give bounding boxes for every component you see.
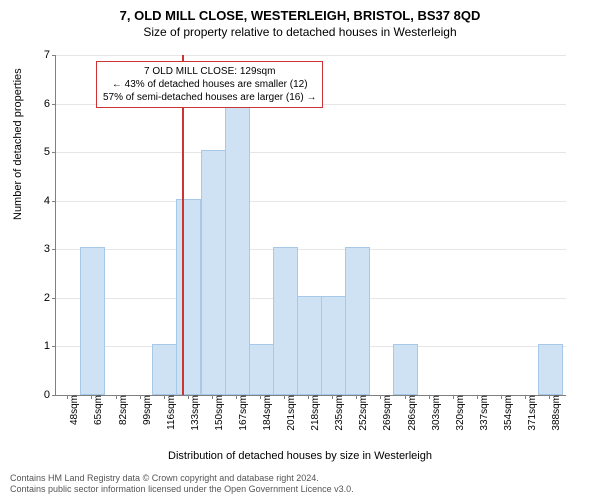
ytick-label: 0 — [44, 389, 56, 401]
xtick-label: 337sqm — [477, 395, 490, 431]
histogram-bar — [273, 247, 298, 395]
histogram-bar — [80, 247, 105, 395]
histogram-bar — [249, 344, 274, 395]
xtick-label: 201sqm — [284, 395, 297, 431]
gridline — [56, 152, 566, 153]
xtick-label: 303sqm — [429, 395, 442, 431]
xtick-label: 184sqm — [260, 395, 273, 431]
xtick-label: 218sqm — [308, 395, 321, 431]
info-box-line: ← 43% of detached houses are smaller (12… — [103, 78, 316, 91]
xtick-label: 99sqm — [140, 395, 153, 425]
footer-line1: Contains HM Land Registry data © Crown c… — [10, 473, 354, 485]
chart-plot-area: 0123456748sqm65sqm82sqm99sqm116sqm133sqm… — [55, 55, 566, 396]
xtick-label: 65sqm — [91, 395, 104, 425]
xtick-label: 320sqm — [453, 395, 466, 431]
info-box-line: 7 OLD MILL CLOSE: 129sqm — [103, 65, 316, 78]
histogram-bar — [297, 296, 322, 395]
histogram-bar — [345, 247, 370, 395]
xtick-label: 252sqm — [356, 395, 369, 431]
ytick-label: 5 — [44, 146, 56, 158]
xtick-label: 116sqm — [164, 395, 177, 430]
footer-line2: Contains public sector information licen… — [10, 484, 354, 496]
xtick-label: 354sqm — [501, 395, 514, 431]
xtick-label: 269sqm — [380, 395, 393, 431]
ytick-label: 3 — [44, 243, 56, 255]
xtick-label: 371sqm — [525, 395, 538, 431]
histogram-bar — [393, 344, 418, 395]
xtick-label: 286sqm — [405, 395, 418, 431]
histogram-bar — [538, 344, 563, 395]
histogram-bar — [321, 296, 346, 395]
histogram-bar — [176, 199, 201, 395]
ytick-label: 7 — [44, 49, 56, 61]
histogram-bar — [225, 102, 250, 395]
gridline — [56, 201, 566, 202]
reference-info-box: 7 OLD MILL CLOSE: 129sqm← 43% of detache… — [96, 61, 323, 108]
ytick-label: 6 — [44, 98, 56, 110]
info-box-line: 57% of semi-detached houses are larger (… — [103, 91, 316, 104]
xtick-label: 133sqm — [188, 395, 201, 431]
xtick-label: 48sqm — [67, 395, 80, 425]
xtick-label: 82sqm — [116, 395, 129, 425]
gridline — [56, 55, 566, 56]
page-subtitle: Size of property relative to detached ho… — [0, 23, 600, 39]
y-axis-label: Number of detached properties — [12, 68, 24, 220]
gridline — [56, 249, 566, 250]
xtick-label: 167sqm — [236, 395, 249, 431]
ytick-label: 1 — [44, 340, 56, 352]
footer-attribution: Contains HM Land Registry data © Crown c… — [10, 473, 354, 496]
histogram-bar — [152, 344, 177, 395]
ytick-label: 2 — [44, 292, 56, 304]
page-title: 7, OLD MILL CLOSE, WESTERLEIGH, BRISTOL,… — [0, 0, 600, 23]
histogram-bar — [201, 150, 226, 395]
xtick-label: 150sqm — [212, 395, 225, 431]
xtick-label: 235sqm — [332, 395, 345, 431]
x-axis-label: Distribution of detached houses by size … — [168, 450, 432, 462]
xtick-label: 388sqm — [549, 395, 562, 431]
ytick-label: 4 — [44, 195, 56, 207]
